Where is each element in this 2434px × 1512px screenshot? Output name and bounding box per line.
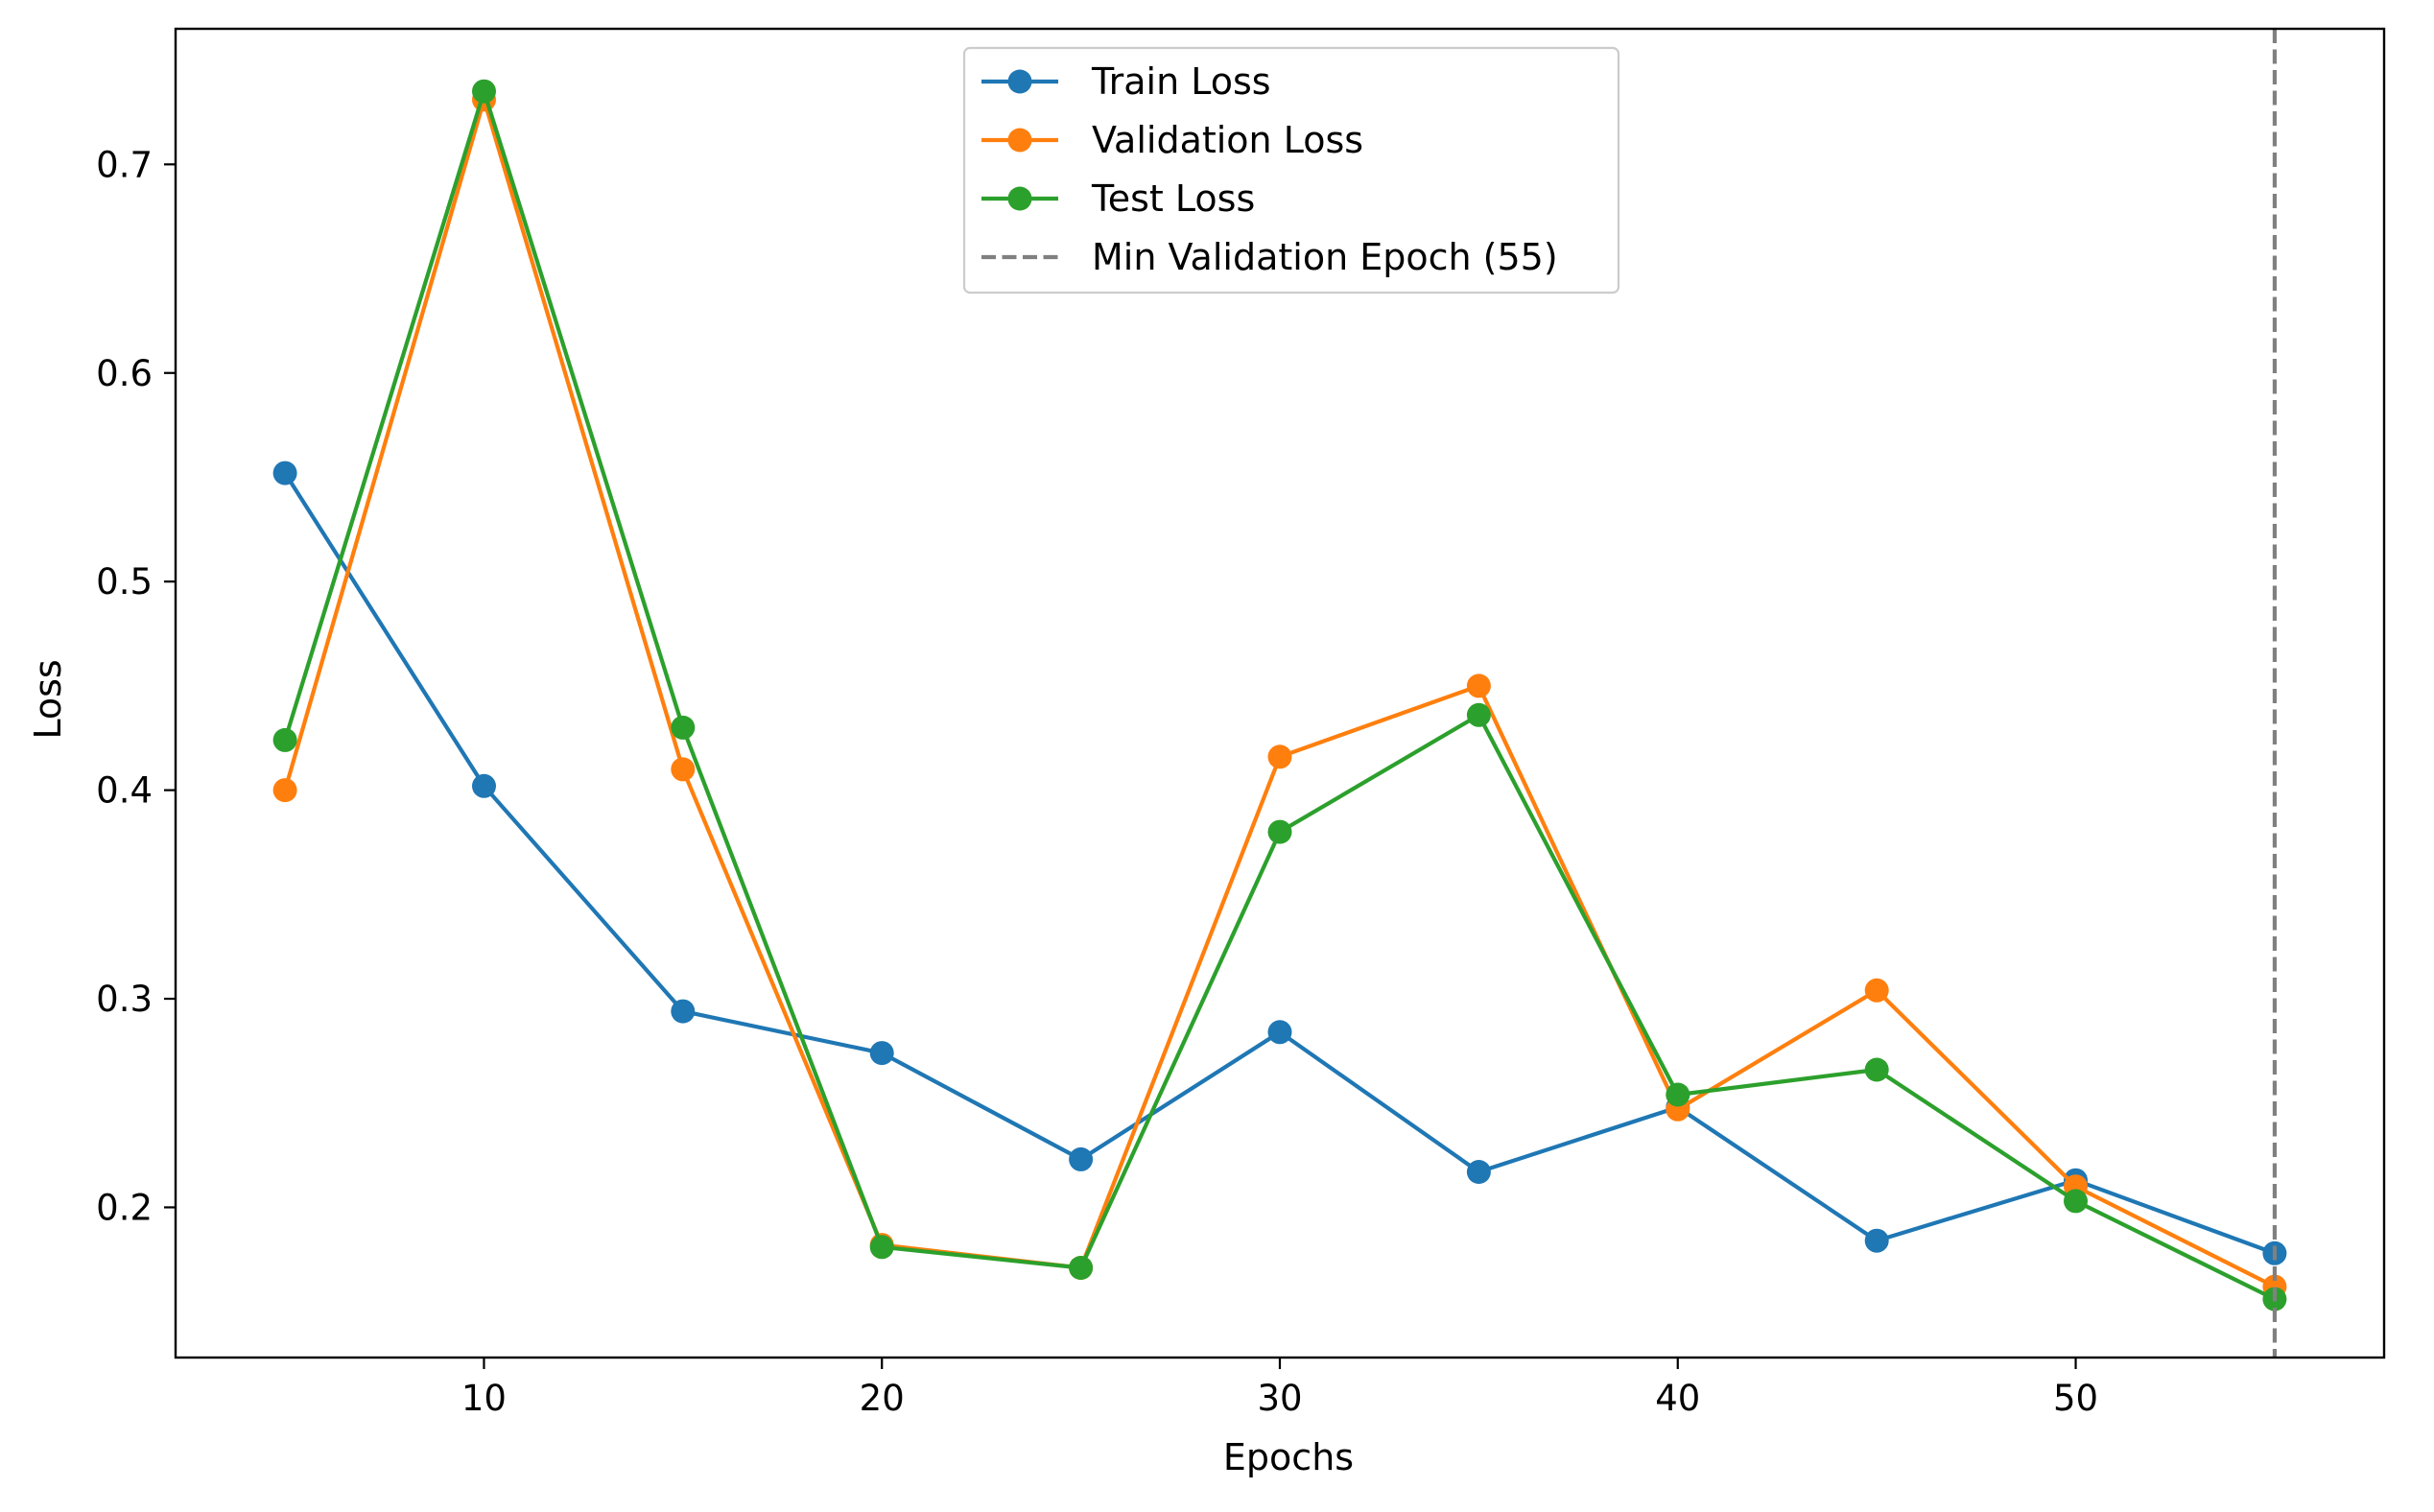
- x-tick-label: 30: [1257, 1378, 1302, 1419]
- train-loss-point: [1864, 1228, 1889, 1253]
- validation-loss-point: [1466, 673, 1491, 698]
- legend-validation-loss-marker: [1007, 128, 1032, 153]
- validation-loss-point: [272, 778, 297, 803]
- test-loss-point: [272, 727, 297, 752]
- y-tick-label: 0.6: [96, 353, 153, 394]
- train-loss-point: [1466, 1160, 1491, 1184]
- test-loss-point: [1864, 1057, 1889, 1082]
- train-loss-point: [671, 999, 696, 1024]
- legend: Train Loss Validation Loss Test Loss Min Va…: [962, 46, 1620, 295]
- legend-validation-loss-label: Validation Loss: [1092, 119, 1363, 161]
- validation-loss-point: [671, 757, 696, 782]
- legend-min-validation-epoch-55-label: Min Validation Epoch (55): [1092, 236, 1558, 278]
- y-tick-label: 0.5: [96, 561, 153, 602]
- test-loss-point: [1666, 1082, 1690, 1107]
- test-loss-point: [1069, 1256, 1094, 1280]
- validation-loss-point: [1267, 744, 1292, 769]
- test-loss-point: [2064, 1189, 2088, 1214]
- y-tick-label: 0.4: [96, 770, 153, 812]
- train-loss-point: [1267, 1020, 1292, 1045]
- train-loss-point: [1069, 1146, 1094, 1171]
- x-tick-label: 50: [2053, 1378, 2098, 1419]
- y-tick-label: 0.2: [96, 1187, 153, 1228]
- test-loss-point: [671, 715, 696, 740]
- x-axis-label: Epochs: [1223, 1436, 1354, 1478]
- x-tick-label: 40: [1655, 1378, 1700, 1419]
- test-loss-point: [869, 1235, 894, 1260]
- y-axis-label: Loss: [27, 659, 69, 739]
- x-axis: 10 20 30 40 50: [461, 1358, 2098, 1419]
- legend-test-loss-label: Test Loss: [1091, 177, 1255, 220]
- plot-content: [272, 29, 2287, 1358]
- train-loss-point: [869, 1041, 894, 1066]
- legend-box: [962, 46, 1620, 295]
- y-tick-label: 0.7: [96, 144, 153, 185]
- test-loss-point: [1466, 702, 1491, 727]
- y-tick-label: 0.3: [96, 979, 153, 1020]
- legend-train-loss-label: Train Loss: [1091, 60, 1271, 103]
- x-tick-label: 20: [860, 1378, 905, 1419]
- test-loss-point: [472, 79, 496, 104]
- train-loss-point: [472, 773, 496, 798]
- legend-test-loss-marker: [1007, 186, 1032, 211]
- x-tick-label: 10: [461, 1378, 507, 1419]
- test-loss-point: [1267, 819, 1292, 844]
- y-axis: 0.2 0.3 0.4 0.5 0.6 0.7: [96, 144, 176, 1228]
- legend-train-loss-marker: [1007, 69, 1032, 94]
- validation-loss-point: [1864, 978, 1889, 1003]
- train-loss-point: [272, 461, 297, 485]
